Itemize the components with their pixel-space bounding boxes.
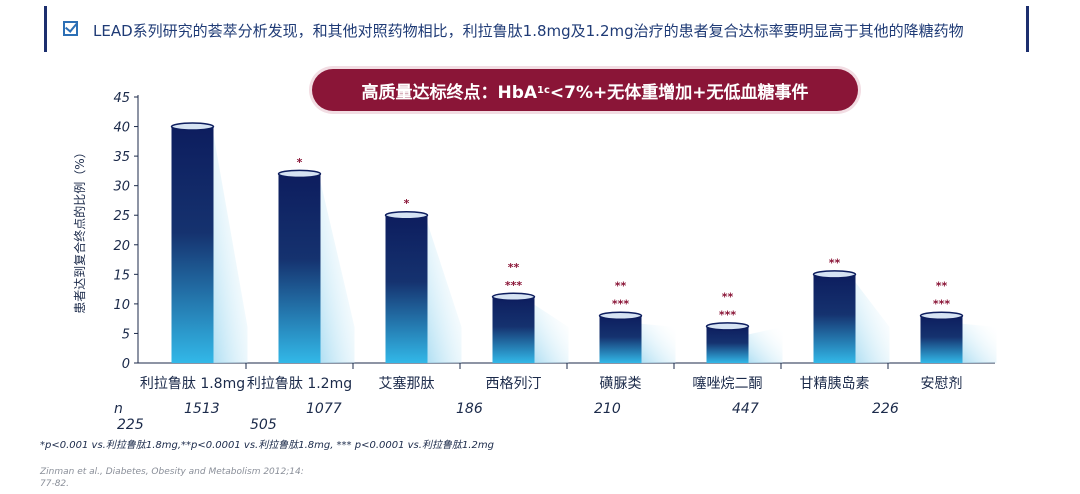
- footnote: *p<0.001 vs.利拉鲁肽1.8mg,**p<0.0001 vs.利拉鲁肽…: [40, 440, 494, 451]
- y-axis-label: 患者达到复合终点的比例（%）: [72, 146, 87, 313]
- y-tick-label: 40: [113, 121, 130, 136]
- bar-cap: [170, 122, 215, 131]
- category-label: 西格列汀: [486, 376, 542, 392]
- bar-cap: [598, 311, 643, 320]
- endpoint-subscript: 1c: [537, 84, 550, 96]
- significance-label: **: [936, 280, 948, 293]
- bar: [920, 315, 963, 363]
- y-tick-label: 30: [113, 180, 130, 195]
- y-tick-label: 10: [113, 298, 130, 313]
- y-tick-label: 20: [113, 239, 130, 254]
- significance-label: ***: [933, 298, 951, 311]
- bar-cap: [705, 322, 750, 331]
- y-tick-label: 0: [122, 357, 130, 372]
- category-label: 安慰剂: [921, 375, 963, 392]
- n-value: 226: [872, 401, 899, 417]
- y-tick-label: 45: [113, 91, 130, 106]
- bar: [813, 274, 856, 363]
- bar-shadow: [962, 323, 997, 363]
- significance-label: **: [508, 261, 520, 274]
- y-tick-label: 25: [113, 209, 130, 224]
- citation-line-2: 77-82.: [40, 479, 70, 489]
- n-value: 505: [250, 417, 277, 433]
- y-tick-label: 15: [113, 268, 130, 283]
- bar: [706, 326, 749, 363]
- checkbox-icon: [63, 21, 78, 36]
- significance-label: **: [615, 280, 627, 293]
- endpoint-banner: 高质量达标终点：HbA 1c <7%+无体重增加+无低血糖事件: [312, 69, 858, 111]
- y-tick-label: 5: [122, 327, 130, 342]
- significance-label: **: [829, 256, 841, 269]
- bar: [171, 126, 214, 363]
- n-row-label: n: [114, 401, 123, 417]
- bar-cap: [812, 270, 857, 279]
- category-label: 利拉鲁肽 1.8mg: [140, 376, 245, 392]
- n-value: 1077: [306, 401, 342, 417]
- bar-cap: [491, 292, 536, 302]
- n-value: 186: [456, 401, 483, 417]
- significance-label: ***: [719, 308, 737, 321]
- header-banner: LEAD系列研究的荟萃分析发现，和其他对照药物相比，利拉鲁肽1.8mg及1.2m…: [44, 6, 1029, 52]
- n-value: 210: [594, 401, 621, 417]
- significance-label: *: [404, 197, 410, 210]
- endpoint-suffix: <7%+无体重增加+无低血糖事件: [549, 82, 809, 103]
- significance-label: ***: [612, 298, 630, 311]
- header-text: LEAD系列研究的荟萃分析发现，和其他对照药物相比，利拉鲁肽1.8mg及1.2m…: [93, 22, 964, 40]
- bar: [385, 215, 428, 363]
- n-value: 447: [732, 401, 759, 417]
- significance-label: **: [722, 290, 734, 303]
- bar: [599, 315, 642, 363]
- bar: [492, 296, 535, 363]
- bar-cap: [919, 311, 964, 320]
- y-tick-label: 35: [113, 150, 130, 165]
- bar-shadow: [320, 181, 355, 363]
- bar-shadow: [427, 223, 462, 363]
- bar-cap: [384, 210, 429, 220]
- bar: [278, 173, 321, 363]
- n-value: 225: [117, 417, 144, 433]
- bar-shadow: [534, 304, 569, 363]
- n-value: 1513: [184, 401, 220, 417]
- significance-label: *: [297, 156, 303, 169]
- category-label: 磺脲类: [600, 376, 642, 392]
- bar-cap: [277, 169, 322, 179]
- bar-shadow: [855, 282, 890, 363]
- category-label: 艾塞那肽: [379, 375, 435, 392]
- category-label: 利拉鲁肽 1.2mg: [247, 376, 352, 392]
- bar-shadow: [641, 323, 676, 363]
- bar-shadow: [213, 134, 248, 363]
- category-label: 甘精胰岛素: [800, 376, 870, 392]
- significance-label: ***: [505, 279, 523, 292]
- citation: Zinman et al., Diabetes, Obesity and Met…: [40, 466, 304, 490]
- bar-shadow: [748, 327, 783, 363]
- category-label: 噻唑烷二酮: [693, 375, 763, 392]
- endpoint-prefix: 高质量达标终点：HbA: [361, 82, 538, 103]
- citation-line-1: Zinman et al., Diabetes, Obesity and Met…: [40, 467, 304, 477]
